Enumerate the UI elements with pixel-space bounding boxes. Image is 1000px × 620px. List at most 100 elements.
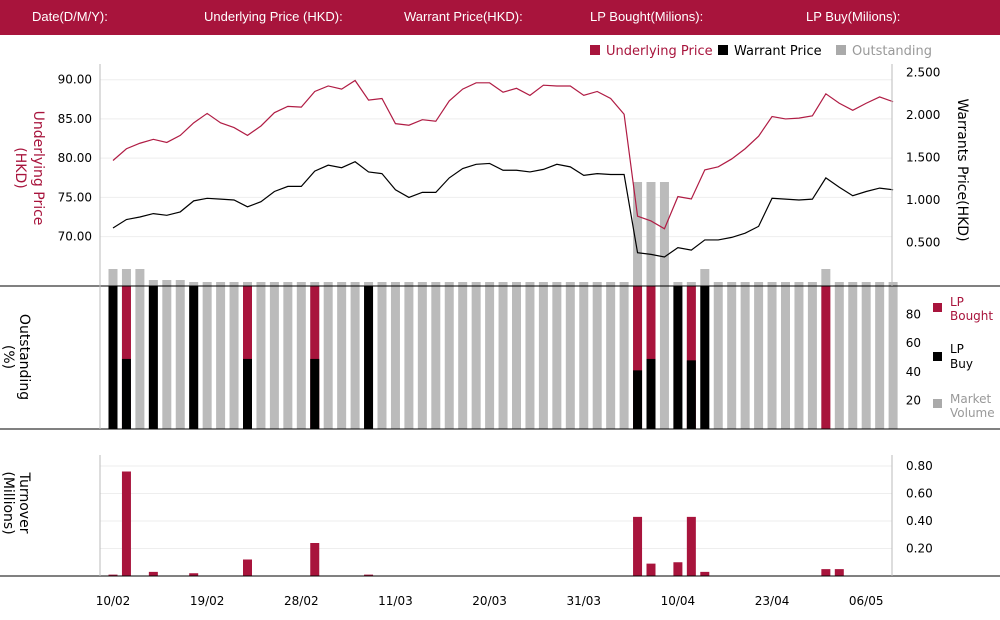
top-outstanding-stub bbox=[162, 280, 172, 286]
market-volume-bar bbox=[296, 286, 306, 429]
top-outstanding-stub bbox=[834, 282, 844, 286]
top-outstanding-stub bbox=[754, 282, 764, 286]
top-outstanding-stub bbox=[229, 282, 239, 286]
top-outstanding-stub bbox=[175, 280, 185, 286]
top-outstanding-stub bbox=[148, 280, 158, 286]
header-bar: Date(D/M/Y): Underlying Price (HKD): War… bbox=[0, 0, 1000, 35]
turnover-tick-label: 0.40 bbox=[906, 514, 933, 528]
market-volume-bar bbox=[659, 286, 669, 429]
market-volume-bar bbox=[861, 286, 871, 429]
top-outstanding-stub bbox=[202, 282, 212, 286]
top-outstanding-stub bbox=[807, 282, 817, 286]
legend-market-volume-line1: Market bbox=[950, 392, 992, 406]
top-outstanding-stub bbox=[565, 282, 575, 286]
lp-bought-bar bbox=[633, 286, 643, 429]
right-tick-label: 1.500 bbox=[906, 151, 940, 165]
x-tick-label: 10/02 bbox=[96, 594, 131, 608]
market-volume-bar bbox=[727, 286, 737, 429]
market-volume-bar bbox=[444, 286, 454, 429]
top-outstanding-bar bbox=[700, 269, 710, 286]
outstanding-tick-label: 40 bbox=[906, 365, 921, 379]
market-volume-bar bbox=[781, 286, 790, 429]
top-outstanding-stub bbox=[740, 282, 750, 286]
legend-underlying-label: Underlying Price bbox=[606, 44, 713, 59]
market-volume-bar bbox=[807, 286, 817, 429]
legend-lp-buy-swatch bbox=[933, 352, 942, 361]
market-volume-bar bbox=[794, 286, 804, 429]
top-outstanding-stub bbox=[538, 282, 548, 286]
top-outstanding-bar bbox=[633, 182, 643, 286]
market-volume-bar bbox=[377, 286, 387, 429]
left-tick-label: 75.00 bbox=[58, 190, 92, 204]
top-outstanding-bar bbox=[121, 269, 131, 286]
left-tick-label: 80.00 bbox=[58, 151, 92, 165]
date-label: Date(D/M/Y): bbox=[32, 9, 108, 24]
outstanding-axis-title-line2: (%) bbox=[0, 345, 16, 369]
top-outstanding-bar bbox=[108, 269, 118, 286]
lp-bought-bar bbox=[121, 286, 131, 429]
market-volume-bar bbox=[404, 286, 414, 429]
lp-bought-bar bbox=[686, 286, 696, 429]
top-outstanding-stub bbox=[283, 282, 293, 286]
top-outstanding-stub bbox=[458, 282, 468, 286]
lp-bought-bar bbox=[646, 286, 656, 429]
market-volume-bar bbox=[579, 286, 589, 429]
top-outstanding-bar bbox=[659, 182, 669, 286]
market-volume-bar bbox=[350, 286, 360, 429]
legend-lp-bought-swatch bbox=[933, 303, 942, 312]
top-outstanding-stub bbox=[337, 282, 347, 286]
turnover-tick-label: 0.80 bbox=[906, 459, 933, 473]
market-volume-bar bbox=[162, 286, 172, 429]
lp-buy-bar bbox=[364, 286, 374, 429]
market-volume-bar bbox=[525, 286, 535, 429]
legend-market-volume-swatch bbox=[933, 399, 942, 408]
top-outstanding-stub bbox=[512, 282, 521, 286]
market-volume-bar bbox=[834, 286, 844, 429]
top-outstanding-stub bbox=[673, 282, 683, 286]
market-volume-bar bbox=[135, 286, 145, 429]
lp-buy-bar bbox=[700, 286, 710, 429]
market-volume-bar bbox=[229, 286, 239, 429]
turnover-bars bbox=[108, 471, 844, 576]
market-volume-bar bbox=[754, 286, 764, 429]
market-volume-bar bbox=[767, 286, 777, 429]
mid-legend: LP Bought LP Buy Market Volume bbox=[933, 295, 995, 420]
market-volume-bar bbox=[175, 286, 185, 429]
lp-bought-bar bbox=[243, 286, 252, 429]
legend-outstanding-swatch bbox=[836, 45, 846, 55]
market-volume-bar bbox=[283, 286, 293, 429]
top-outstanding-stub bbox=[861, 282, 871, 286]
left-tick-label: 70.00 bbox=[58, 230, 92, 244]
top-outstanding-stub bbox=[377, 282, 387, 286]
right-tick-label: 2.500 bbox=[906, 66, 940, 80]
left-tick-label: 85.00 bbox=[58, 112, 92, 126]
market-volume-bar bbox=[498, 286, 508, 429]
lp-buy-bar bbox=[148, 286, 158, 429]
market-volume-bar bbox=[512, 286, 521, 429]
top-outstanding-stub bbox=[256, 282, 266, 286]
left-tick-label: 90.00 bbox=[58, 73, 92, 87]
market-volume-bar bbox=[565, 286, 575, 429]
x-tick-label: 20/03 bbox=[472, 594, 507, 608]
turnover-bar bbox=[633, 516, 643, 576]
legend-market-volume-line2: Volume bbox=[950, 406, 995, 420]
legend-warrant-label: Warrant Price bbox=[734, 44, 822, 59]
x-tick-label: 28/02 bbox=[284, 594, 319, 608]
lp-buy-bar bbox=[243, 358, 252, 429]
top-outstanding-bar bbox=[821, 269, 831, 286]
top-outstanding-stub bbox=[767, 282, 777, 286]
market-volume-bar bbox=[431, 286, 441, 429]
left-axis-title-line1: Underlying Price bbox=[30, 111, 46, 226]
top-outstanding-stub bbox=[485, 282, 495, 286]
top-outstanding-stub bbox=[794, 282, 804, 286]
top-grid bbox=[100, 79, 892, 549]
lp-bought-label: LP Bought(Milions): bbox=[590, 9, 704, 24]
lp-buy-bar bbox=[686, 360, 696, 429]
legend-lp-buy-line2: Buy bbox=[950, 357, 973, 371]
legend-lp-buy-line1: LP bbox=[950, 342, 964, 356]
turnover-bar bbox=[821, 569, 831, 576]
legend-lp-bought-line1: LP bbox=[950, 295, 964, 309]
market-volume-bar bbox=[619, 286, 629, 429]
turnover-bar bbox=[243, 559, 252, 576]
market-volume-bar bbox=[458, 286, 468, 429]
